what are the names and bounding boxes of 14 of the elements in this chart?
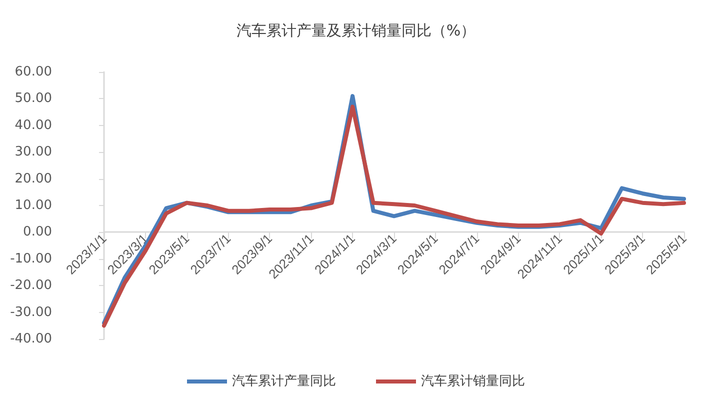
legend-label: 汽车累计销量同比: [421, 374, 525, 389]
y-tick-label: 40.00: [14, 118, 52, 133]
y-tick-label: -30.00: [10, 304, 52, 320]
y-tick-label: -20.00: [10, 278, 52, 294]
y-tick-label: -10.00: [10, 251, 52, 266]
y-tick-label: -40.00: [10, 332, 52, 346]
chart-title: 汽车累计产量及累计销量同比（%）: [236, 22, 476, 40]
y-tick-label: 60.00: [14, 64, 52, 80]
y-tick-label: 10.00: [14, 198, 52, 213]
y-tick-label: 0.00: [23, 224, 52, 240]
legend-label: 汽车累计产量同比: [232, 374, 336, 389]
y-tick-label: 30.00: [14, 144, 52, 160]
y-tick-label: 50.00: [14, 91, 52, 106]
y-tick-label: 20.00: [14, 171, 52, 186]
